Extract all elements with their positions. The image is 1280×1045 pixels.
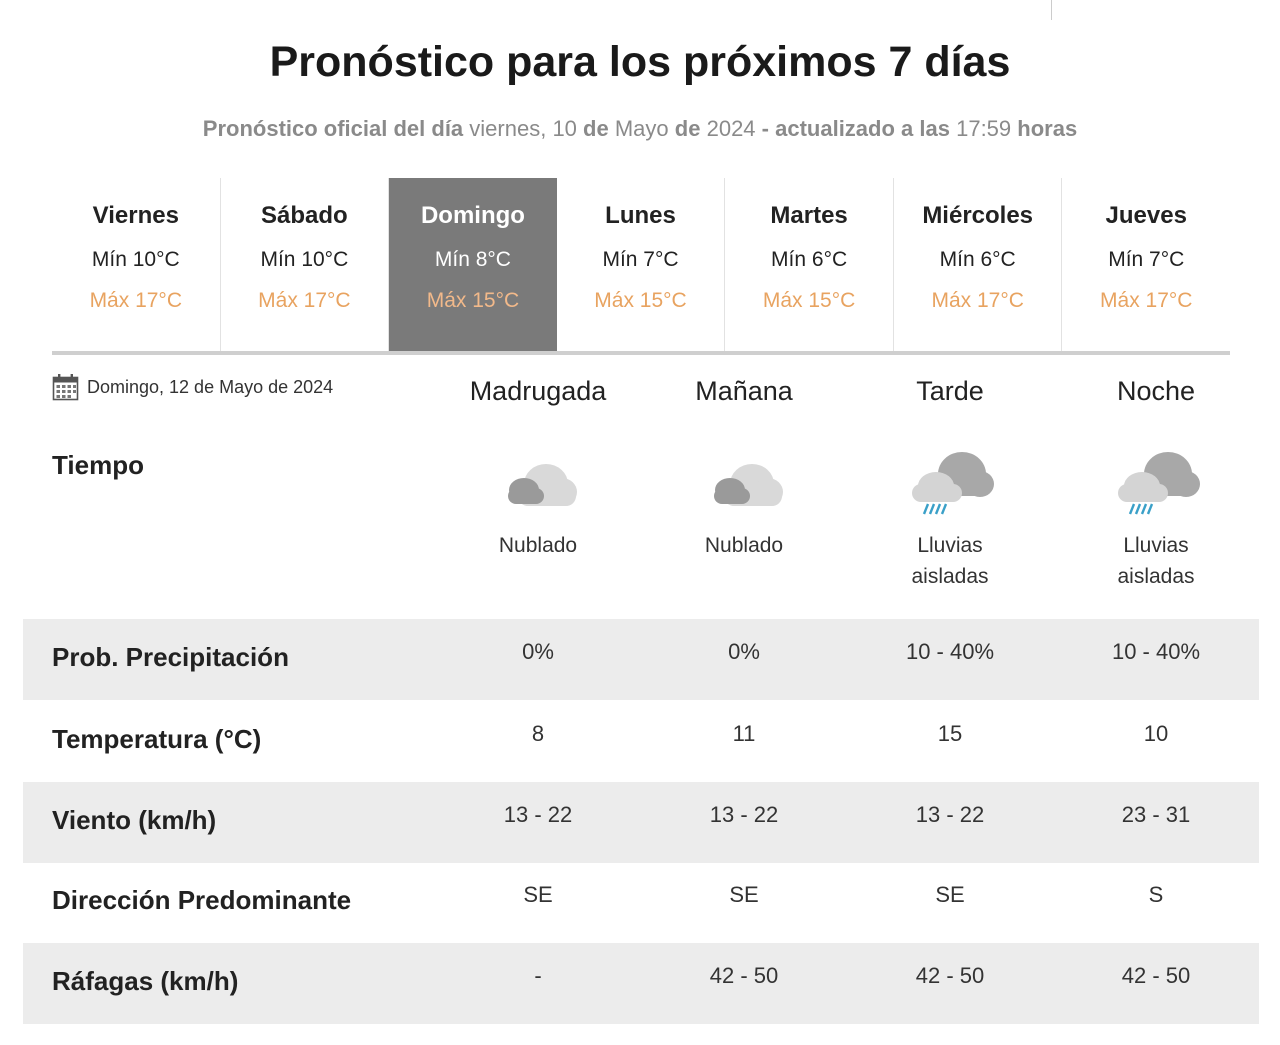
tab-viernes[interactable]: Viernes Mín 10°C Máx 17°C bbox=[52, 178, 221, 351]
row-value: 0% bbox=[522, 639, 554, 664]
page-subtitle: Pronóstico oficial del día viernes, 10 d… bbox=[0, 116, 1280, 142]
row-value: 11 bbox=[732, 721, 756, 746]
day-name: Domingo bbox=[420, 202, 525, 229]
row-label: Dirección Predominante bbox=[52, 885, 352, 915]
weather-desc: Lluvias aisladas bbox=[911, 534, 989, 588]
row-label: Temperatura (°C) bbox=[52, 724, 262, 754]
row-value: 15 bbox=[937, 721, 963, 746]
row-value: SE bbox=[935, 882, 965, 907]
weather-desc: Lluvias aisladas bbox=[1117, 534, 1195, 588]
row-label: Viento (km/h) bbox=[52, 805, 217, 835]
subtitle-prefix: Pronóstico oficial del día bbox=[202, 116, 464, 141]
weather-cell: Lluvias aisladas bbox=[1046, 446, 1266, 592]
subtitle-month: Mayo bbox=[614, 116, 669, 141]
day-min-temp: Mín 10°C bbox=[91, 248, 180, 271]
weather-cell: Nublado bbox=[634, 446, 854, 561]
period-header: Noche bbox=[1116, 376, 1196, 406]
row-wind-direction: Dirección Predominante SE SE SE S bbox=[23, 862, 1259, 943]
day-name: Sábado bbox=[261, 202, 348, 229]
subtitle-de: de bbox=[674, 116, 701, 141]
subtitle-dayname: viernes, 10 bbox=[469, 116, 577, 141]
row-value: SE bbox=[729, 882, 759, 907]
subtitle-de: de bbox=[583, 116, 609, 141]
day-max-temp: Máx 17°C bbox=[258, 289, 351, 312]
tab-lunes[interactable]: Lunes Mín 7°C Máx 15°C bbox=[557, 178, 726, 351]
row-value: SE bbox=[523, 882, 553, 907]
row-precipitation: Prob. Precipitación 0% 0% 10 - 40% 10 - … bbox=[23, 619, 1259, 700]
weather-cell: Lluvias aisladas bbox=[840, 446, 1060, 592]
subtitle-updated: - actualizado a las bbox=[761, 116, 950, 141]
tab-domingo[interactable]: Domingo Mín 8°C Máx 15°C bbox=[389, 178, 557, 351]
rain-cloud-icon bbox=[912, 452, 994, 515]
period-header: Madrugada bbox=[469, 376, 607, 406]
row-value: 13 - 22 bbox=[709, 802, 779, 827]
subtitle-year: 2024 bbox=[706, 116, 756, 141]
row-value: 8 bbox=[531, 721, 545, 746]
row-value: 13 - 22 bbox=[503, 802, 573, 827]
day-name: Viernes bbox=[92, 202, 179, 229]
period-header: Tarde bbox=[916, 376, 984, 406]
subtitle-time: 17:59 bbox=[956, 116, 1012, 141]
calendar-icon bbox=[52, 374, 79, 401]
page-title: Pronóstico para los próximos 7 días bbox=[269, 38, 1011, 86]
row-value: - bbox=[534, 963, 542, 988]
row-value: 10 - 40% bbox=[1111, 639, 1201, 664]
row-value: 42 - 50 bbox=[915, 963, 985, 988]
row-label: Prob. Precipitación bbox=[52, 642, 289, 672]
day-min-temp: Mín 6°C bbox=[939, 248, 1016, 271]
day-min-temp: Mín 7°C bbox=[602, 248, 679, 271]
tab-martes[interactable]: Martes Mín 6°C Máx 15°C bbox=[725, 178, 894, 351]
day-max-temp: Máx 17°C bbox=[1100, 289, 1193, 312]
day-name: Miércoles bbox=[922, 202, 1034, 229]
row-label: Ráfagas (km/h) bbox=[52, 966, 239, 996]
subtitle-horas: horas bbox=[1017, 116, 1078, 141]
day-min-temp: Mín 10°C bbox=[260, 248, 349, 271]
selected-date: Domingo, 12 de Mayo de 2024 bbox=[52, 373, 333, 401]
day-max-temp: Máx 17°C bbox=[931, 289, 1024, 312]
weather-cell: Nublado bbox=[428, 446, 648, 561]
row-value: 42 - 50 bbox=[1121, 963, 1191, 988]
weather-desc: Nublado bbox=[498, 534, 578, 557]
day-min-temp: Mín 6°C bbox=[771, 248, 848, 271]
row-value: 0% bbox=[728, 639, 760, 664]
day-min-temp: Mín 8°C bbox=[434, 248, 511, 271]
day-name: Lunes bbox=[605, 202, 676, 229]
day-min-temp: Mín 7°C bbox=[1108, 248, 1185, 271]
row-value: 23 - 31 bbox=[1121, 802, 1191, 827]
day-max-temp: Máx 17°C bbox=[89, 289, 182, 312]
tab-miercoles[interactable]: Miércoles Mín 6°C Máx 17°C bbox=[894, 178, 1063, 351]
row-gusts: Ráfagas (km/h) - 42 - 50 42 - 50 42 - 50 bbox=[23, 943, 1259, 1024]
day-max-temp: Máx 15°C bbox=[426, 289, 520, 312]
row-value: 42 - 50 bbox=[709, 963, 779, 988]
row-value: 13 - 22 bbox=[915, 802, 985, 827]
row-wind: Viento (km/h) 13 - 22 13 - 22 13 - 22 23… bbox=[23, 782, 1259, 863]
row-value: 10 - 40% bbox=[905, 639, 995, 664]
tab-sabado[interactable]: Sábado Mín 10°C Máx 17°C bbox=[221, 178, 390, 351]
weather-label: Tiempo bbox=[52, 450, 144, 480]
row-temperature: Temperatura (°C) 8 11 15 10 bbox=[23, 701, 1259, 782]
rain-cloud-icon bbox=[1118, 452, 1200, 515]
day-max-temp: Máx 15°C bbox=[762, 289, 856, 312]
day-name: Jueves bbox=[1105, 202, 1187, 229]
day-name: Martes bbox=[770, 202, 848, 229]
selected-date-text: Domingo, 12 de Mayo de 2024 bbox=[87, 376, 334, 397]
cloudy-icon bbox=[714, 464, 783, 506]
row-value: S bbox=[1148, 882, 1164, 907]
weather-desc: Nublado bbox=[704, 534, 784, 557]
top-divider bbox=[1051, 0, 1052, 20]
cloudy-icon bbox=[508, 464, 577, 506]
tab-jueves[interactable]: Jueves Mín 7°C Máx 17°C bbox=[1062, 178, 1230, 351]
row-value: 10 bbox=[1143, 721, 1169, 746]
period-header: Mañana bbox=[695, 376, 793, 406]
day-max-temp: Máx 15°C bbox=[594, 289, 687, 312]
day-tabs: Viernes Mín 10°C Máx 17°C Sábado Mín 10°… bbox=[52, 178, 1230, 355]
